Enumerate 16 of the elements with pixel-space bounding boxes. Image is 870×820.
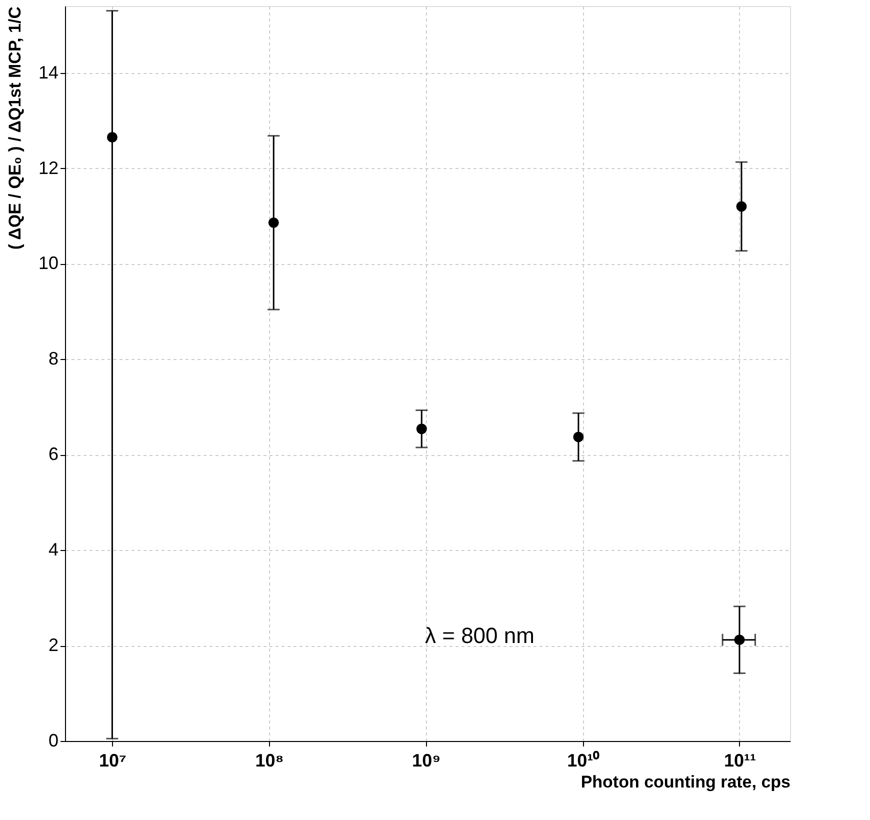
y-tick-label: 8 <box>48 348 58 369</box>
x-tick-label: 10⁷ <box>98 750 126 770</box>
x-axis-title: Photon counting rate, cps <box>580 772 790 792</box>
y-tick-label: 14 <box>38 62 58 82</box>
x-tick-label: 10⁹ <box>412 750 441 770</box>
x-tick-label: 10¹⁰ <box>567 750 600 770</box>
annotation: λ = 800 nm <box>425 623 534 648</box>
y-tick-label: 0 <box>48 730 58 750</box>
y-tick-label: 10 <box>38 253 58 274</box>
x-tick-label: 10¹¹ <box>724 750 756 770</box>
y-tick-label: 12 <box>38 158 58 178</box>
y-axis-title: ( ΔQE / QE₀ ) / ΔQ1st MCP, 1/C <box>5 6 24 250</box>
y-tick-label: 6 <box>48 444 58 464</box>
y-tick-label: 4 <box>48 540 58 560</box>
y-tick-label: 2 <box>48 635 58 656</box>
x-tick-label: 10⁸ <box>255 750 284 770</box>
